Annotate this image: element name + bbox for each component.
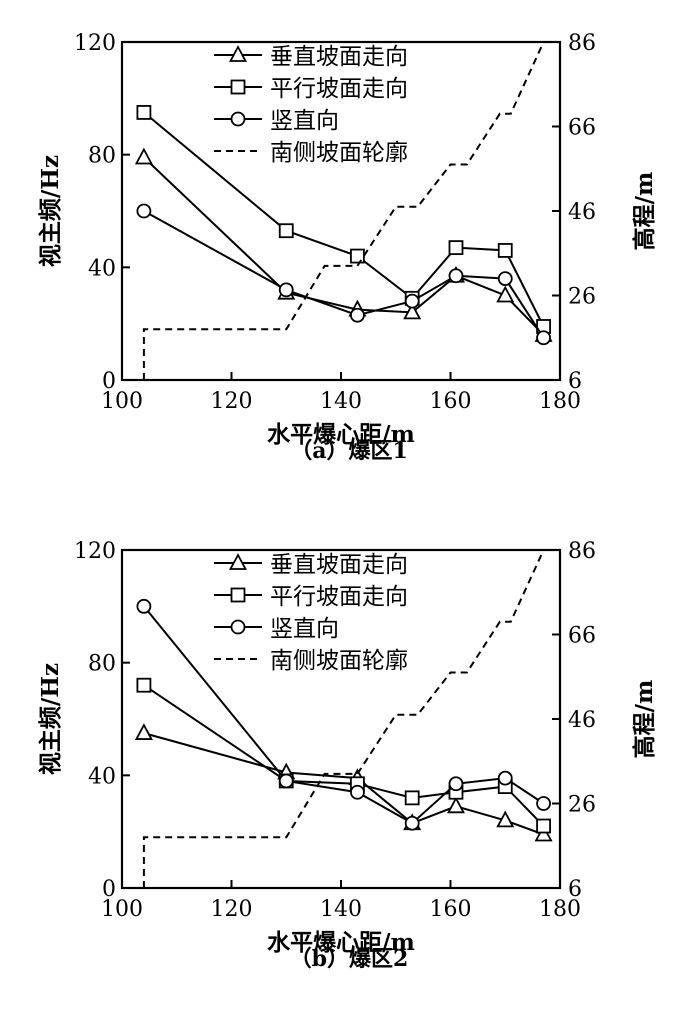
y2-axis-title: 高程/m — [631, 680, 658, 759]
y-tick-label: 80 — [88, 144, 116, 169]
y2-axis-title: 高程/m — [631, 172, 658, 251]
y2-tick-label: 6 — [568, 877, 582, 902]
data-point-square — [278, 223, 294, 239]
slope-profile-line — [142, 549, 545, 888]
x-axis-title: 水平爆心距/m — [267, 929, 415, 956]
x-tick-label: 100 — [101, 897, 143, 922]
legend-marker-circle — [230, 111, 246, 127]
legend-label: 平行坡面走向 — [270, 584, 408, 610]
data-point-circle — [536, 330, 551, 346]
y-axis-title: 视主频/Hz — [37, 663, 64, 775]
legend-label: 垂直坡面走向 — [270, 552, 408, 578]
data-point-triangle — [403, 302, 422, 320]
x-tick-label: 180 — [539, 897, 581, 922]
series-line — [143, 605, 545, 825]
y-tick-label: 80 — [88, 652, 116, 677]
series-line — [143, 684, 545, 827]
y2-tick-label: 26 — [568, 285, 596, 310]
y2-tick-label: 6 — [568, 369, 582, 394]
data-point-circle — [536, 796, 551, 811]
data-point-circle — [404, 815, 420, 831]
legend-label: 平行坡面走向 — [270, 76, 408, 102]
data-point-square — [404, 790, 420, 806]
legend-marker-square — [230, 79, 246, 95]
legend-label: 垂直坡面走向 — [270, 44, 408, 70]
data-point-square — [448, 240, 464, 256]
legend-marker-circle — [230, 619, 246, 635]
y-tick-label: 0 — [102, 369, 116, 394]
data-point-circle — [448, 268, 464, 284]
legend-marker-triangle — [228, 45, 248, 62]
legend-label: 南侧坡面轮廓 — [270, 648, 408, 674]
data-point-square — [136, 677, 152, 693]
series-0 — [134, 147, 553, 342]
legend-label: 南侧坡面轮廓 — [270, 140, 408, 166]
figure-caption: （b）爆区2 — [290, 946, 409, 972]
legend-marker-square — [230, 587, 246, 603]
y2-tick-label: 46 — [568, 200, 596, 225]
data-point-circle — [278, 282, 294, 298]
y-axis-title: 视主频/Hz — [37, 155, 64, 267]
y2-tick-label: 86 — [568, 31, 596, 56]
x-tick-label: 100 — [101, 389, 143, 414]
chart-panel-a: 100 120 140 160 180 0 40 80 120 6 26 46 66 86 水平爆心距/m 视… — [37, 31, 658, 464]
legend-label: 竖直向 — [270, 616, 339, 642]
legend-label: 竖直向 — [270, 108, 339, 134]
data-point-triangle — [496, 810, 515, 828]
x-tick-label: 120 — [211, 389, 253, 414]
data-point-square — [497, 243, 513, 258]
data-point-circle — [136, 203, 152, 219]
y-tick-label: 120 — [74, 31, 116, 56]
x-tick-label: 160 — [430, 389, 472, 414]
data-point-triangle — [534, 824, 553, 842]
figure-caption: （a）爆区1 — [290, 438, 408, 464]
data-point-circle — [350, 784, 365, 800]
chart-panel-b: 100 120 140 160 180 0 40 80 120 6 26 46 66 86 水平爆心距/m 视… — [0, 508, 684, 1020]
x-tick-label: 160 — [430, 897, 472, 922]
y2-tick-label: 66 — [568, 624, 596, 649]
y-tick-label: 120 — [74, 539, 116, 564]
series-3 — [142, 41, 545, 380]
y2-tick-label: 86 — [568, 539, 596, 564]
data-point-circle — [278, 773, 294, 789]
data-point-circle — [497, 271, 513, 287]
series-3 — [142, 549, 545, 888]
y2-tick-label: 66 — [568, 116, 596, 141]
data-point-square — [350, 248, 365, 264]
y-tick-label: 0 — [102, 877, 116, 902]
data-point-triangle — [496, 285, 515, 303]
data-point-triangle — [446, 796, 465, 814]
series-2 — [136, 203, 551, 346]
y2-tick-label: 46 — [568, 708, 596, 733]
x-tick-label: 140 — [320, 389, 362, 414]
data-point-triangle — [134, 723, 153, 740]
chart-svg-a: 100 120 140 160 180 0 40 80 120 6 26 46 66 86 水平爆心距/m 视… — [37, 31, 658, 464]
data-point-triangle — [134, 147, 153, 165]
y2-tick-label: 26 — [568, 793, 596, 818]
y-tick-label: 40 — [88, 764, 116, 789]
series-1 — [136, 677, 551, 834]
data-point-square — [136, 105, 152, 120]
x-tick-label: 180 — [539, 389, 581, 414]
y-tick-label: 40 — [88, 256, 116, 281]
data-point-circle — [350, 307, 365, 323]
x-axis-title: 水平爆心距/m — [267, 421, 415, 448]
data-point-square — [536, 818, 551, 834]
x-tick-label: 120 — [211, 897, 253, 922]
series-line — [143, 156, 545, 336]
data-point-circle — [448, 776, 464, 792]
legend-marker-triangle — [228, 553, 248, 570]
x-tick-label: 140 — [320, 897, 362, 922]
data-point-circle — [497, 770, 513, 786]
series-line — [143, 210, 545, 339]
series-2 — [136, 598, 551, 831]
slope-profile-line — [142, 41, 545, 380]
chart-svg-b: 100 120 140 160 180 0 40 80 120 6 26 46 66 86 水平爆心距/m 视… — [37, 539, 658, 972]
data-point-circle — [136, 598, 152, 614]
data-point-circle — [404, 293, 420, 309]
